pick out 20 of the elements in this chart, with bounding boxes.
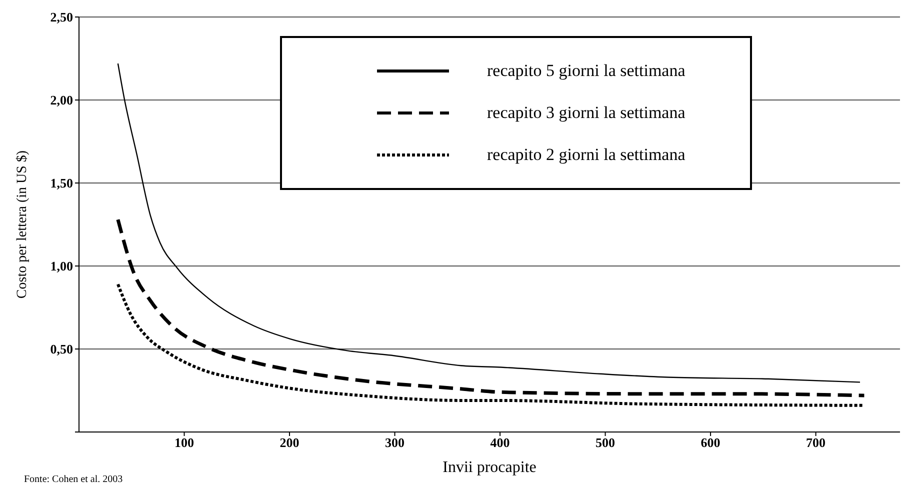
source-note: Fonte: Cohen et al. 2003: [24, 474, 123, 485]
x-tick-label: 600: [700, 435, 720, 450]
legend-label: recapito 2 giorni la settimana: [487, 145, 686, 165]
legend-label: recapito 3 giorni la settimana: [487, 103, 686, 123]
y-tick-label: 2,50: [50, 10, 73, 25]
x-tick-label: 400: [490, 435, 510, 450]
x-tick-label: 500: [596, 435, 616, 450]
legend-label: recapito 5 giorni la settimana: [487, 61, 686, 81]
line-series: [116, 218, 866, 398]
y-axis-title: Costo per lettera (in US $): [14, 150, 30, 299]
x-axis-title: Invii procapite: [442, 459, 536, 476]
y-tick-label: 1,50: [50, 176, 73, 191]
y-tick-label: 1,00: [50, 258, 73, 274]
x-tick-label: 200: [280, 435, 300, 450]
y-tick-label: 0,50: [50, 342, 73, 357]
x-tick-label: 100: [174, 435, 194, 450]
x-tick-label: 300: [385, 435, 405, 450]
x-tick-label: 700: [806, 435, 826, 450]
line-series: [117, 62, 861, 383]
y-tick-label: 2,00: [50, 92, 73, 108]
